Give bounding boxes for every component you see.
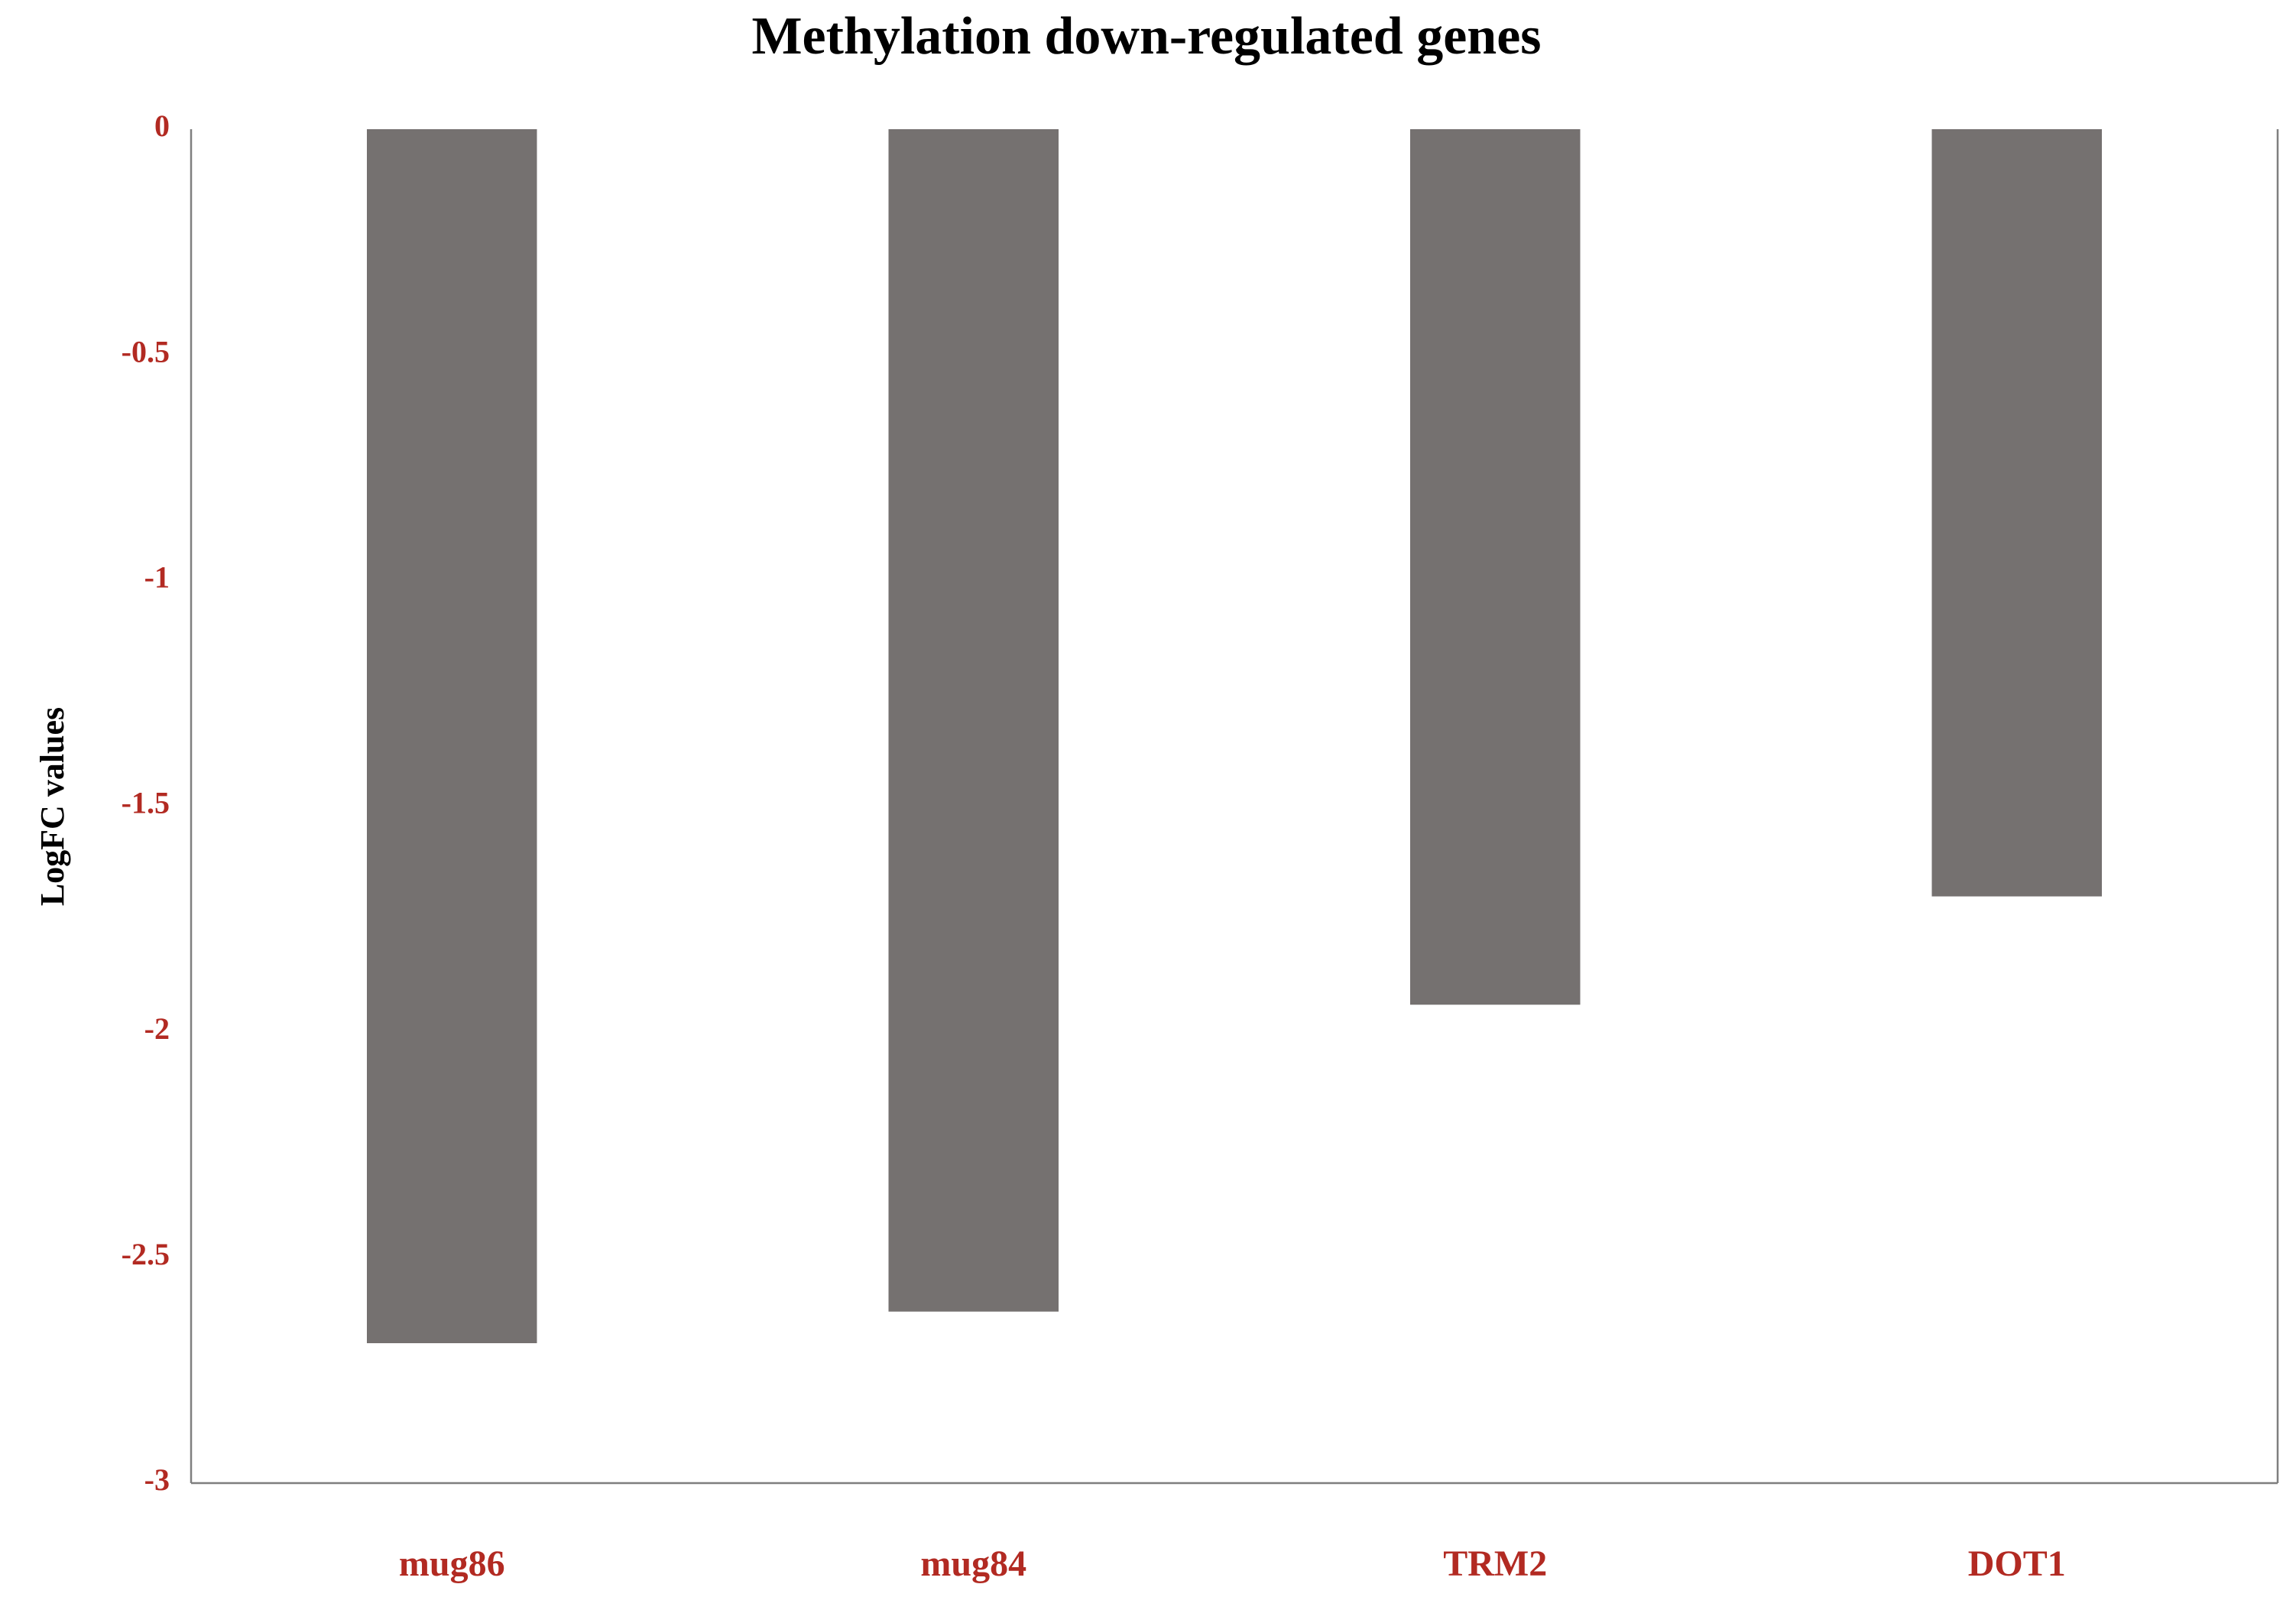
x-tick-label: mug84: [920, 1543, 1026, 1584]
chart-title: Methylation down-regulated genes: [751, 7, 1541, 66]
y-tick-label: -1: [144, 560, 170, 595]
y-tick-label: -3: [144, 1462, 170, 1497]
x-tick-label: mug86: [399, 1543, 505, 1584]
y-tick-label: -1.5: [122, 786, 170, 820]
bar: [1410, 129, 1581, 1005]
x-tick-label: DOT1: [1968, 1543, 2066, 1584]
bar: [367, 129, 537, 1343]
bar: [888, 129, 1059, 1312]
bar: [1931, 129, 2102, 897]
y-tick-label: 0: [154, 109, 170, 143]
y-tick-label: -2: [144, 1011, 170, 1046]
y-tick-label: -2.5: [122, 1237, 170, 1271]
y-tick-label: -0.5: [122, 334, 170, 368]
x-tick-label: TRM2: [1443, 1543, 1547, 1584]
y-axis-label: LogFC values: [34, 707, 71, 906]
